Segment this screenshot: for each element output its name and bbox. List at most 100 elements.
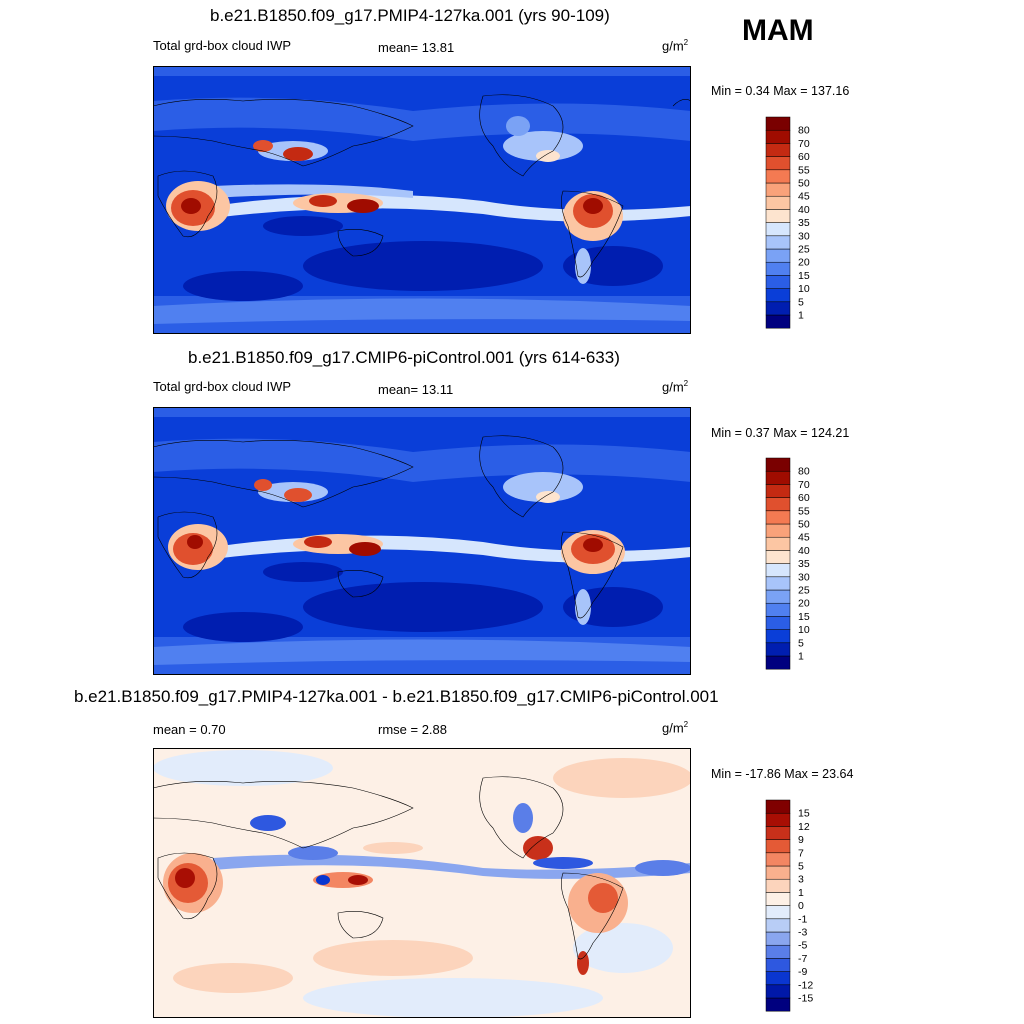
panel-2-map <box>153 407 691 675</box>
colorbar-box <box>765 616 791 630</box>
colorbar-tick-label: 0 <box>798 900 804 912</box>
colorbar-tick-label: 30 <box>798 571 810 583</box>
colorbar-tick-label: 7 <box>798 847 804 859</box>
panel-1-map <box>153 66 691 334</box>
panel-2-minmax: Min = 0.37 Max = 124.21 <box>711 426 850 440</box>
colorbar-box <box>765 143 791 157</box>
colorbar-tick-label: 1 <box>798 310 804 322</box>
colorbar-box <box>765 918 791 933</box>
panel-2-units: g/m2 <box>662 379 689 395</box>
colorbar-tick-label: 25 <box>798 585 810 597</box>
colorbar-tick-label: 12 <box>798 821 810 833</box>
colorbar-tick-label: 50 <box>798 178 810 190</box>
colorbar-box <box>765 248 791 263</box>
colorbar-tick-label: 50 <box>798 519 810 531</box>
colorbar-tick-label: 70 <box>798 138 810 150</box>
colorbar-tick-label: 5 <box>798 296 804 308</box>
colorbar-box <box>765 235 791 250</box>
colorbar-tick-label: -9 <box>798 966 807 978</box>
colorbar-tick-label: 3 <box>798 874 804 886</box>
colorbar-box <box>765 288 791 303</box>
colorbar-tick-label: 35 <box>798 217 810 229</box>
colorbar-tick-label: 1 <box>798 651 804 663</box>
colorbar-tick-label: 30 <box>798 230 810 242</box>
colorbar-tick-label: 60 <box>798 492 810 504</box>
colorbar-tick-label: 5 <box>798 861 804 873</box>
colorbar-box <box>765 470 791 485</box>
colorbar-tick-label: 5 <box>798 637 804 649</box>
colorbar-box <box>765 536 791 551</box>
colorbar-box <box>765 852 791 867</box>
colorbar-tick-label: 80 <box>798 466 810 478</box>
panel-3-minmax: Min = -17.86 Max = 23.64 <box>711 767 854 781</box>
colorbar-tick-label: 9 <box>798 834 804 846</box>
colorbar-tick-label: -15 <box>798 993 813 1005</box>
colorbar-tick-label: -1 <box>798 913 807 925</box>
panel-1-minmax: Min = 0.34 Max = 137.16 <box>711 84 850 98</box>
colorbar-box <box>765 222 791 237</box>
panel-3-colorbar-boxes <box>765 799 791 1012</box>
colorbar-box <box>765 892 791 906</box>
colorbar-box <box>765 997 791 1012</box>
colorbar-box <box>765 523 791 538</box>
panel-1-title: b.e21.B1850.f09_g17.PMIP4-127ka.001 (yrs… <box>210 6 610 25</box>
panel-2-mean-label: mean= 13.11 <box>378 382 454 397</box>
colorbar-tick-label: 1 <box>798 887 804 899</box>
colorbar-box <box>765 156 791 171</box>
colorbar-box <box>765 971 791 986</box>
colorbar-tick-label: 60 <box>798 151 810 163</box>
panel-1-mean-label: mean= 13.81 <box>378 40 455 55</box>
panel-2-variable-label: Total grd-box cloud IWP <box>153 379 292 394</box>
panel-1-variable-label: Total grd-box cloud IWP <box>153 38 292 53</box>
colorbar-box <box>765 839 791 854</box>
colorbar-tick-label: 40 <box>798 545 810 557</box>
colorbar-tick-label: 10 <box>798 283 810 295</box>
colorbar-tick-label: 40 <box>798 204 810 216</box>
colorbar-box <box>765 182 791 197</box>
colorbar-box <box>765 576 791 591</box>
colorbar-box <box>765 169 791 184</box>
colorbar-box <box>765 799 791 814</box>
colorbar-tick-label: 35 <box>798 558 810 570</box>
panel-2-title: b.e21.B1850.f09_g17.CMIP6-piControl.001 … <box>188 348 620 367</box>
panel-2-colorbar-boxes <box>765 457 791 670</box>
colorbar-tick-label: 20 <box>798 598 810 610</box>
colorbar-box <box>765 116 791 131</box>
season-label: MAM <box>742 14 814 47</box>
colorbar-tick-label: 45 <box>798 532 810 544</box>
colorbar-tick-label: 45 <box>798 191 810 203</box>
colorbar-tick-label: -7 <box>798 953 807 965</box>
colorbar-box <box>765 209 791 223</box>
panel-3-title: b.e21.B1850.f09_g17.PMIP4-127ka.001 - b.… <box>74 687 719 706</box>
colorbar-tick-label: 25 <box>798 244 810 256</box>
panel-3-mean-label: mean = 0.70 <box>153 722 226 737</box>
colorbar-tick-label: 15 <box>798 611 810 623</box>
panel-3-rmse-label: rmse = 2.88 <box>378 722 448 737</box>
colorbar-box <box>765 497 791 512</box>
colorbar-tick-label: 55 <box>798 164 810 176</box>
colorbar-tick-label: 20 <box>798 257 810 269</box>
colorbar-tick-label: 15 <box>798 808 810 820</box>
colorbar-box <box>765 905 791 920</box>
colorbar-box <box>765 878 791 893</box>
colorbar-box <box>765 314 791 329</box>
colorbar-box <box>765 642 791 657</box>
colorbar-box <box>765 958 791 972</box>
colorbar-box <box>765 944 791 959</box>
colorbar-tick-label: 70 <box>798 479 810 491</box>
colorbar-box <box>765 655 791 670</box>
colorbar-box <box>765 261 791 276</box>
colorbar-box <box>765 865 791 880</box>
panel-3-units: g/m2 <box>662 720 689 736</box>
colorbar-tick-label: 55 <box>798 505 810 517</box>
colorbar-tick-label: 80 <box>798 125 810 137</box>
colorbar-box <box>765 602 791 617</box>
colorbar-box <box>765 812 791 827</box>
colorbar-tick-label: 15 <box>798 270 810 282</box>
colorbar-box <box>765 629 791 644</box>
